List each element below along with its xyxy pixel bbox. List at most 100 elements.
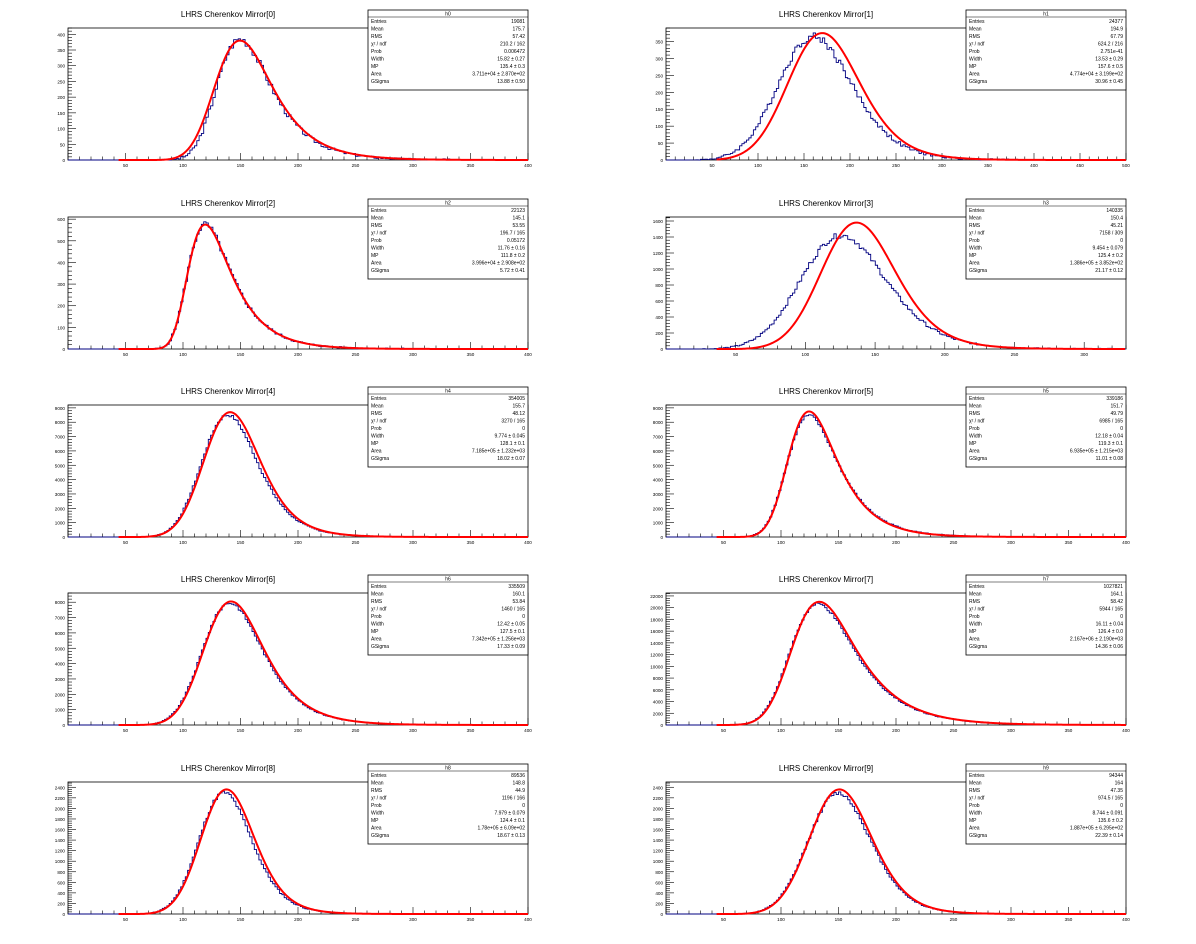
stats-label: Prob	[371, 49, 382, 55]
stats-value: 49.79	[1110, 411, 1123, 417]
y-tick-label: 4000	[653, 478, 664, 483]
y-tick-label: 5000	[653, 463, 664, 468]
chart-panel-7: LHRS Cherenkov Mirror[7]0200040006000800…	[650, 574, 1130, 733]
y-tick-label: 8000	[653, 420, 664, 425]
y-tick-label: 250	[655, 73, 663, 78]
x-tick-label: 200	[846, 163, 854, 168]
stats-label: Prob	[969, 426, 980, 432]
chart-title: LHRS Cherenkov Mirror[6]	[181, 575, 275, 584]
chart-panel-8: LHRS Cherenkov Mirror[8] 0 200 400 600 800 100…	[55, 763, 532, 922]
stats-label: Entries	[371, 19, 387, 25]
y-tick-label: 300	[57, 282, 65, 287]
y-tick-label: 3000	[55, 492, 66, 497]
y-tick-label: 400	[655, 891, 663, 896]
chart-title: LHRS Cherenkov Mirror[9]	[779, 764, 873, 773]
x-tick-label: 50	[123, 352, 129, 357]
stats-hist-name: h0	[445, 12, 451, 18]
y-tick-label: 6000	[653, 449, 664, 454]
stats-label: χ² / ndf	[371, 796, 387, 802]
y-tick-label: 2000	[653, 806, 664, 811]
y-tick-label: 0	[62, 912, 65, 917]
stats-label: Prob	[371, 803, 382, 809]
stats-value: 1.78e+05 ± 6.09e+02	[477, 826, 525, 832]
stats-value: 2.751e-41	[1100, 49, 1123, 55]
stats-value: 0	[1120, 238, 1123, 244]
y-tick-label: 600	[57, 217, 65, 222]
y-tick-label: 200	[57, 304, 65, 309]
stats-value: 9.774 ± 0.045	[494, 434, 525, 440]
stats-value: 4.774e+04 ± 3.199e+02	[1070, 72, 1123, 78]
stats-value: 1.386e+05 ± 3.852e+02	[1070, 261, 1123, 267]
stats-label: Width	[969, 811, 982, 817]
stats-label: Width	[371, 246, 384, 252]
stats-value: 7158 / 309	[1099, 231, 1123, 237]
y-tick-label: 18000	[650, 617, 663, 622]
x-tick-label: 100	[777, 728, 785, 733]
y-tick-label: 400	[57, 32, 65, 37]
stats-label: χ² / ndf	[969, 42, 985, 48]
y-tick-label: 22000	[650, 594, 663, 599]
y-tick-label: 6000	[653, 688, 664, 693]
x-tick-label: 250	[352, 728, 360, 733]
stats-label: χ² / ndf	[969, 419, 985, 425]
x-tick-label: 300	[1080, 352, 1088, 357]
y-tick-label: 0	[660, 347, 663, 352]
plot-frame	[665, 216, 1127, 350]
stats-label: Prob	[371, 426, 382, 432]
stats-value: 24377	[1109, 19, 1123, 25]
stats-label: Mean	[371, 216, 384, 222]
y-tick-label: 50	[658, 141, 664, 146]
chart-title: LHRS Cherenkov Mirror[0]	[181, 10, 275, 19]
stats-value: 164.1	[1110, 592, 1123, 598]
stats-label: MP	[371, 64, 379, 70]
y-tick-label: 0	[660, 535, 663, 540]
y-tick-label: 0	[660, 158, 663, 163]
stats-value: 13.53 ± 0.29	[1095, 57, 1123, 63]
y-tick-label: 1600	[653, 219, 664, 224]
y-tick-label: 1000	[653, 267, 664, 272]
x-tick-label: 500	[1122, 163, 1130, 168]
stats-label: Area	[969, 449, 980, 455]
y-tick-label: 1400	[653, 235, 664, 240]
y-tick-label: 1000	[55, 708, 66, 713]
y-tick-label: 100	[57, 325, 65, 330]
y-tick-label: 8000	[55, 600, 66, 605]
stats-label: Width	[371, 434, 384, 440]
stats-label: GSigma	[371, 79, 389, 85]
stats-value: 0.006472	[504, 49, 525, 55]
stats-value: 44.9	[515, 788, 525, 794]
chart-panel-3: LHRS Cherenkov Mirror[3] 0 200 400 600 800 100…	[653, 198, 1127, 357]
stats-value: 111.8 ± 0.2	[501, 253, 525, 259]
y-tick-label: 200	[655, 90, 663, 95]
y-tick-label: 1800	[653, 817, 664, 822]
chart-panel-0: LHRS Cherenkov Mirror[0] 0 50 100 150 200 250 3…	[57, 9, 532, 168]
x-tick-label: 200	[892, 540, 900, 545]
stats-label: Area	[969, 261, 980, 267]
y-tick-label: 1200	[653, 251, 664, 256]
y-tick-label: 250	[57, 79, 65, 84]
x-tick-label: 150	[835, 540, 843, 545]
stats-label: Mean	[371, 781, 384, 787]
x-tick-label: 100	[179, 163, 187, 168]
x-tick-label: 300	[409, 917, 417, 922]
x-tick-label: 250	[950, 540, 958, 545]
stats-value: 128.1 ± 0.1	[500, 441, 525, 447]
stats-value: 14.36 ± 0.06	[1095, 644, 1123, 650]
y-tick-label: 1400	[55, 838, 66, 843]
stats-label: Mean	[371, 27, 384, 33]
stats-box	[965, 9, 1127, 91]
y-tick-label: 14000	[650, 641, 663, 646]
stats-value: 155.7	[512, 404, 525, 410]
stats-label: Area	[371, 637, 382, 643]
stats-value: 150.4	[1110, 216, 1123, 222]
fit-curve	[118, 411, 528, 538]
stats-label: Entries	[969, 396, 985, 402]
x-tick-label: 250	[352, 163, 360, 168]
y-tick-label: 1200	[55, 849, 66, 854]
stats-value: 127.5 ± 0.1	[500, 629, 525, 635]
y-tick-label: 0	[660, 723, 663, 728]
y-tick-label: 400	[655, 315, 663, 320]
y-tick-label: 150	[57, 111, 65, 116]
stats-value: 18.02 ± 0.07	[497, 456, 525, 462]
